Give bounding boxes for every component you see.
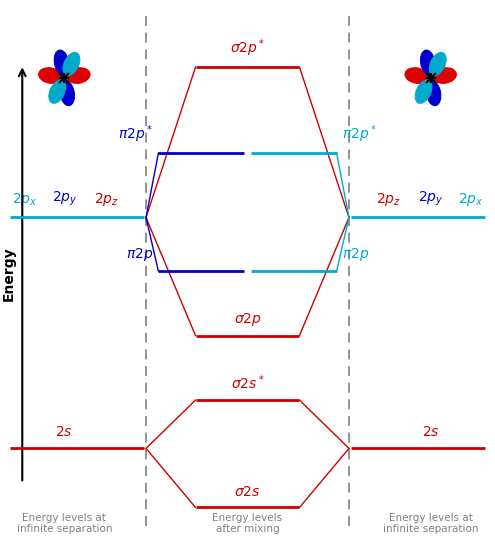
Ellipse shape [39, 68, 62, 83]
Text: $2p_z$: $2p_z$ [376, 191, 401, 208]
Text: $2p_z$: $2p_z$ [94, 191, 119, 208]
Text: $\pi2p$: $\pi2p$ [126, 246, 153, 263]
Text: $2p_y$: $2p_y$ [51, 190, 77, 208]
Text: Energy levels at
infinite separation: Energy levels at infinite separation [383, 513, 478, 534]
Text: $2s$: $2s$ [55, 425, 73, 439]
Text: $2p_x$: $2p_x$ [12, 191, 38, 208]
Ellipse shape [429, 53, 446, 76]
Ellipse shape [426, 81, 441, 106]
Text: $2p_x$: $2p_x$ [457, 191, 483, 208]
Ellipse shape [415, 80, 432, 103]
Ellipse shape [63, 53, 80, 76]
Text: $\sigma2s^*$: $\sigma2s^*$ [231, 373, 264, 392]
Text: Energy: Energy [1, 246, 15, 301]
Ellipse shape [54, 50, 69, 75]
Ellipse shape [49, 80, 66, 103]
Text: $\pi2p^*$: $\pi2p^*$ [342, 124, 377, 145]
Ellipse shape [405, 68, 428, 83]
Text: $\sigma2p$: $\sigma2p$ [234, 310, 261, 328]
Text: $2p_y$: $2p_y$ [418, 190, 444, 208]
Text: $\sigma2p^*$: $\sigma2p^*$ [230, 38, 265, 59]
Text: $\pi2p$: $\pi2p$ [342, 246, 369, 263]
Text: $\pi2p^*$: $\pi2p^*$ [118, 124, 153, 145]
Ellipse shape [60, 81, 74, 106]
Ellipse shape [433, 68, 456, 83]
Ellipse shape [67, 68, 90, 83]
Text: Energy levels
after mixing: Energy levels after mixing [212, 513, 283, 534]
Text: Energy levels at
infinite separation: Energy levels at infinite separation [17, 513, 112, 534]
Text: $\sigma2s$: $\sigma2s$ [234, 485, 261, 499]
Ellipse shape [421, 50, 435, 75]
Text: $2s$: $2s$ [422, 425, 440, 439]
